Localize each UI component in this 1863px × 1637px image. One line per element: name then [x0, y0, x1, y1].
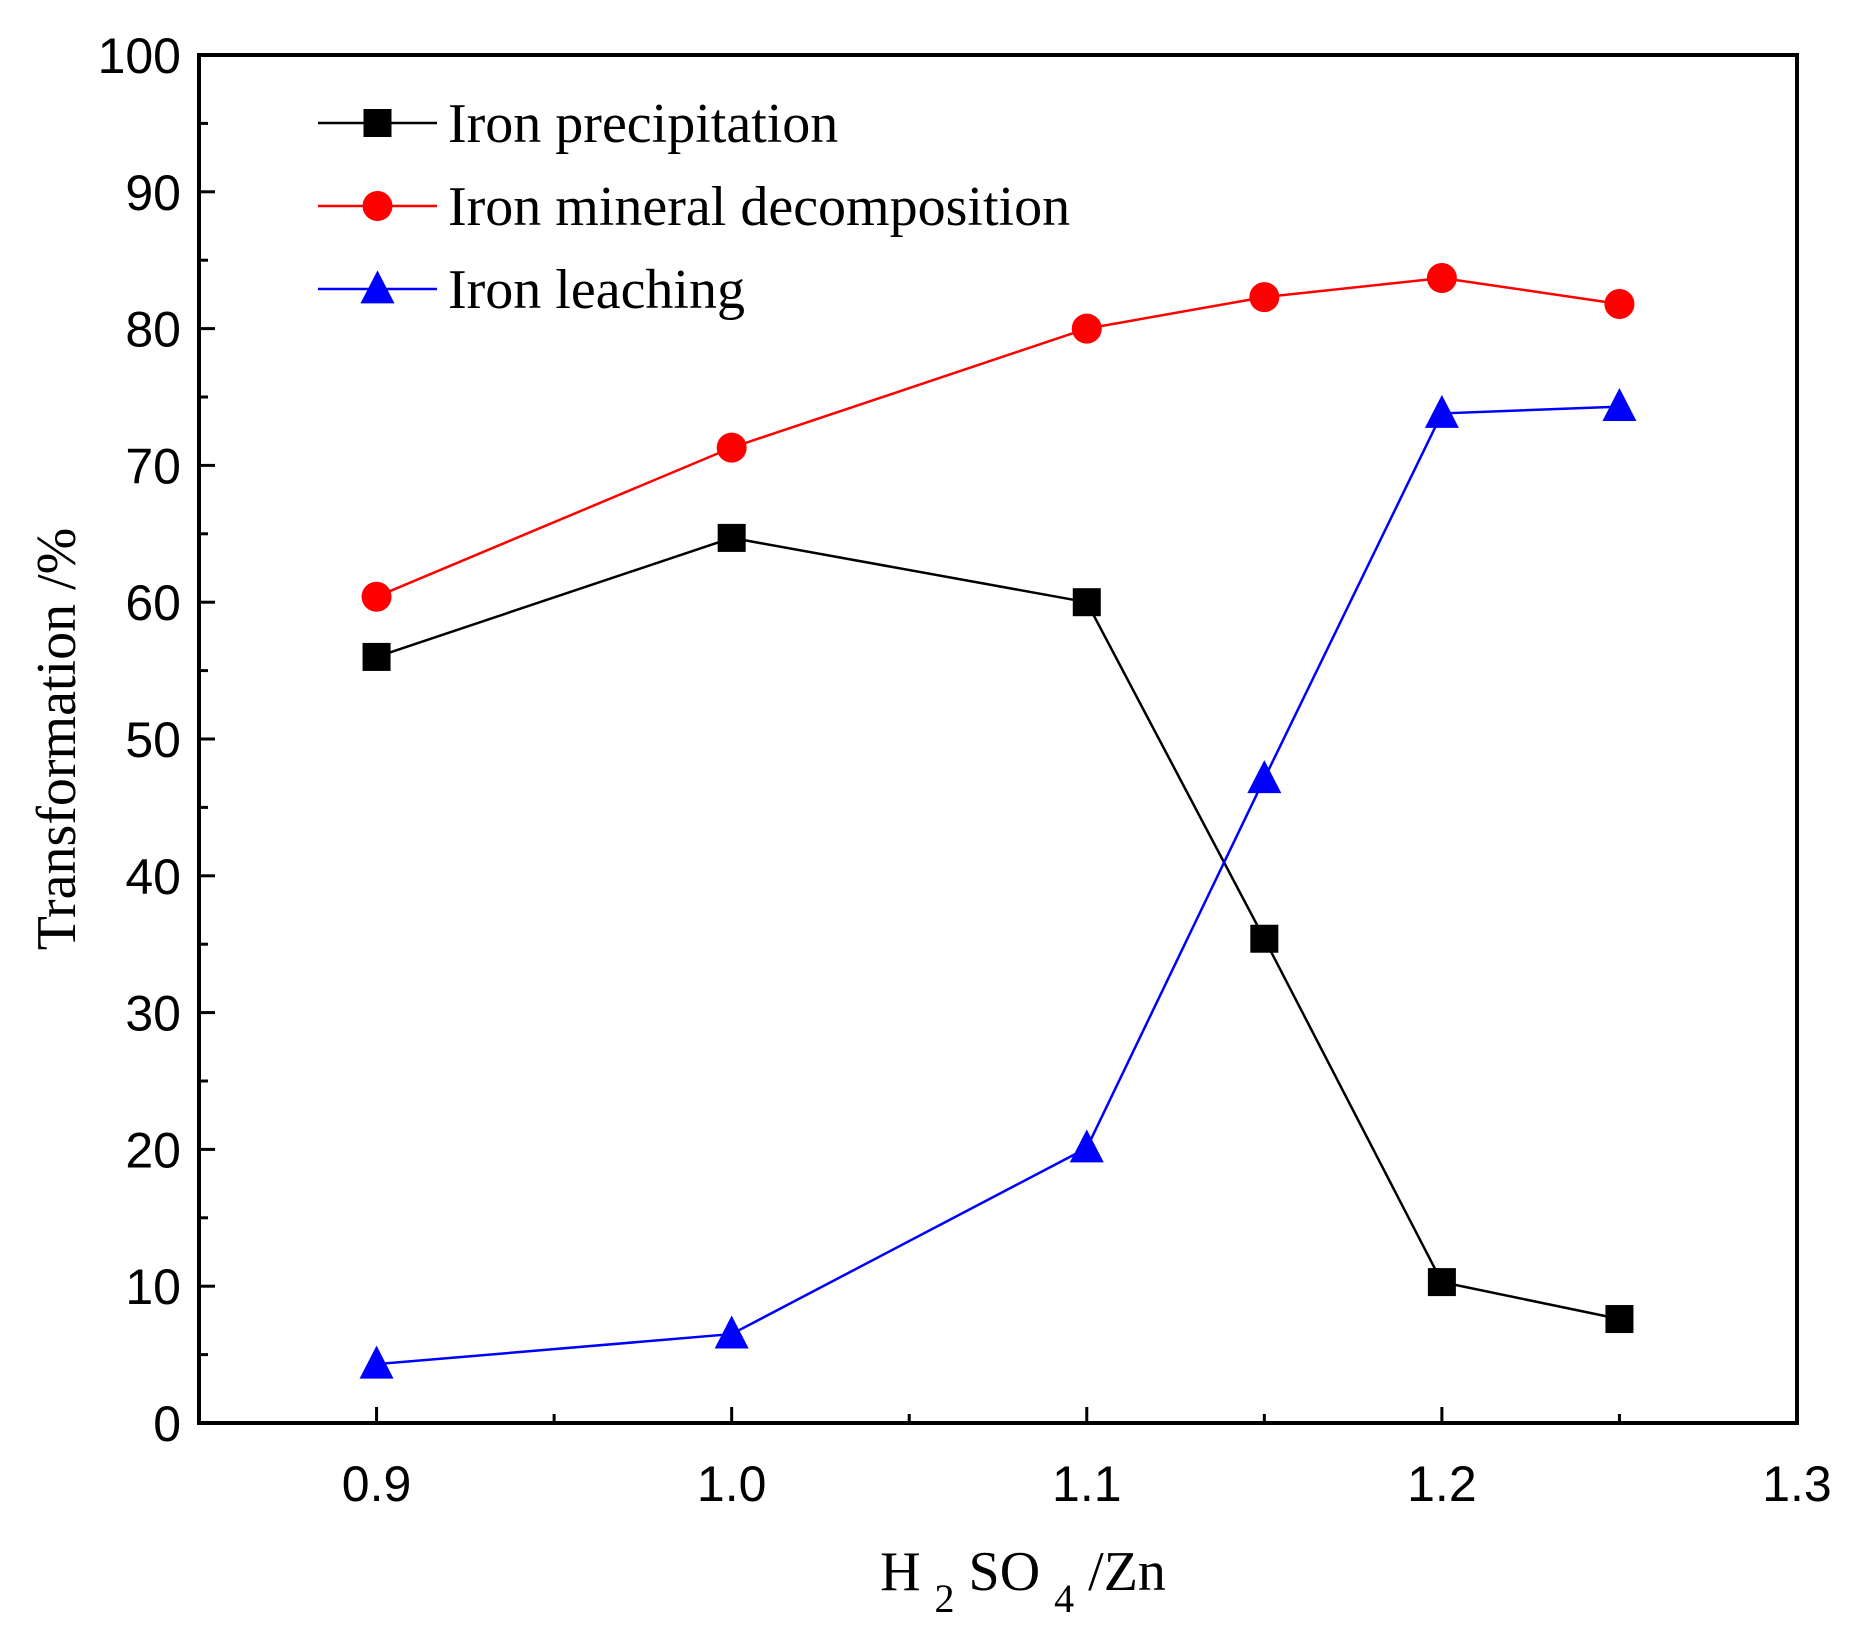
x-axis-title: H 2 SO 4 /Zn — [880, 1541, 1166, 1625]
data-point — [359, 1345, 394, 1379]
data-point — [716, 432, 747, 463]
data-point — [1602, 387, 1637, 421]
data-point — [362, 642, 391, 671]
legend-item-iron-leaching: Iron leaching — [318, 259, 745, 321]
legend-label: Iron leaching — [448, 259, 745, 321]
y-tick-label: 100 — [98, 28, 181, 84]
legend-marker — [362, 191, 393, 221]
data-point — [1072, 588, 1101, 617]
y-tick-label: 30 — [125, 986, 181, 1042]
legend-label: Iron mineral decomposition — [448, 176, 1070, 238]
y-tick-label: 50 — [125, 712, 181, 768]
data-point — [1427, 1268, 1456, 1297]
y-axis-title: Transformation /% — [26, 528, 88, 951]
series-iron-mineral-decomposition — [361, 262, 1635, 612]
x-axis-title-part: H — [880, 1541, 920, 1603]
y-tick-label: 0 — [153, 1396, 181, 1452]
plot-frame — [197, 53, 1799, 1425]
data-point — [1604, 288, 1635, 319]
data-point — [361, 581, 392, 612]
x-tick-label: 1.2 — [1407, 1456, 1477, 1512]
x-tick-label: 0.9 — [342, 1456, 412, 1512]
data-point — [1250, 924, 1279, 953]
x-tick-label: 1.3 — [1762, 1456, 1832, 1512]
data-point — [1426, 262, 1457, 293]
data-point — [1424, 394, 1459, 428]
legend-label: Iron precipitation — [448, 93, 838, 155]
series-line — [376, 536, 1620, 1321]
legend-item-iron-precipitation: Iron precipitation — [318, 93, 838, 155]
y-axis-ticks: 0 10 20 30 40 50 60 70 80 90 100 — [98, 28, 215, 1452]
data-point — [714, 1315, 749, 1349]
series-layer — [359, 262, 1637, 1379]
series-iron-precipitation — [362, 523, 1634, 1334]
data-point — [1069, 1129, 1104, 1163]
legend-item-iron-mineral-decomposition: Iron mineral decomposition — [318, 176, 1070, 238]
x-axis-ticks: 0.9 1.0 1.1 1.2 1.3 — [342, 1407, 1832, 1512]
data-point — [1071, 313, 1102, 344]
y-tick-label: 20 — [125, 1122, 181, 1178]
y-tick-label: 90 — [125, 165, 181, 221]
x-axis-title-subscript: 4 — [1054, 1576, 1074, 1621]
y-tick-label: 80 — [125, 302, 181, 358]
data-point — [1605, 1305, 1634, 1334]
series-line — [376, 405, 1620, 1366]
legend: Iron precipitation Iron mineral decomposi… — [318, 93, 1070, 321]
x-tick-label: 1.0 — [697, 1456, 767, 1512]
y-tick-label: 70 — [125, 438, 181, 494]
y-tick-label: 10 — [125, 1259, 181, 1315]
x-tick-label: 1.1 — [1052, 1456, 1122, 1512]
x-axis-title-part: /Zn — [1088, 1541, 1166, 1603]
legend-marker — [363, 109, 392, 137]
y-tick-label: 60 — [125, 575, 181, 631]
data-point — [1247, 760, 1282, 794]
legend-marker — [360, 270, 395, 304]
series-line — [376, 276, 1620, 598]
data-point — [717, 523, 746, 552]
x-axis-title-subscript: 2 — [935, 1576, 955, 1621]
series-iron-leaching — [359, 387, 1637, 1379]
y-tick-label: 40 — [125, 849, 181, 905]
data-point — [1249, 282, 1280, 313]
x-axis-title-part: SO — [969, 1541, 1041, 1603]
